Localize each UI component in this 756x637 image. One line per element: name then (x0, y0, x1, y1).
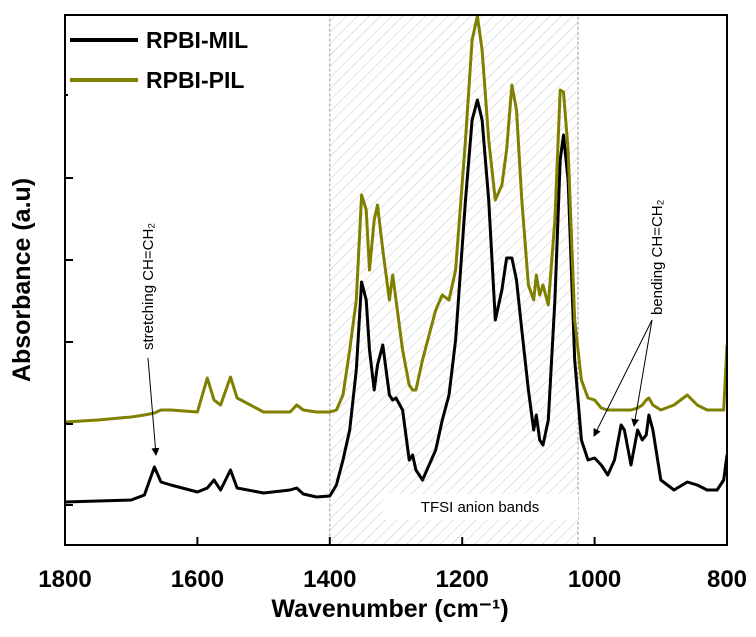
series-line (65, 98, 727, 504)
lines (65, 15, 727, 504)
y-axis-ticks (65, 94, 73, 506)
annotation: stretching CH=CH₂ (140, 223, 157, 350)
legend-label: RPBI-MIL (146, 27, 248, 53)
annotation-arrow (147, 357, 160, 456)
annotation-arrow (631, 319, 653, 427)
annotation-bg (383, 494, 578, 520)
series-line (65, 15, 727, 424)
x-tick-label: 1200 (436, 566, 489, 593)
legend: RPBI-MIL RPBI-PIL (68, 18, 293, 104)
x-tick-label: 1000 (568, 566, 621, 593)
x-tick-label: 1400 (303, 566, 356, 593)
annotation: TFSI anion bands (421, 499, 539, 516)
x-tick-label: 800 (707, 566, 747, 593)
y-axis-label: Absorbance (a.u) (8, 178, 36, 382)
annotation: bending CH=CH₂ (649, 199, 666, 315)
x-tick-label: 1800 (38, 566, 91, 593)
plot-frame (64, 14, 728, 546)
x-tick-label: 1600 (171, 566, 224, 593)
annotation-arrow (593, 319, 653, 437)
legend-box (68, 18, 293, 104)
x-axis-label: Wavenumber (cm⁻¹) (271, 595, 508, 623)
legend-label: RPBI-PIL (146, 67, 244, 93)
